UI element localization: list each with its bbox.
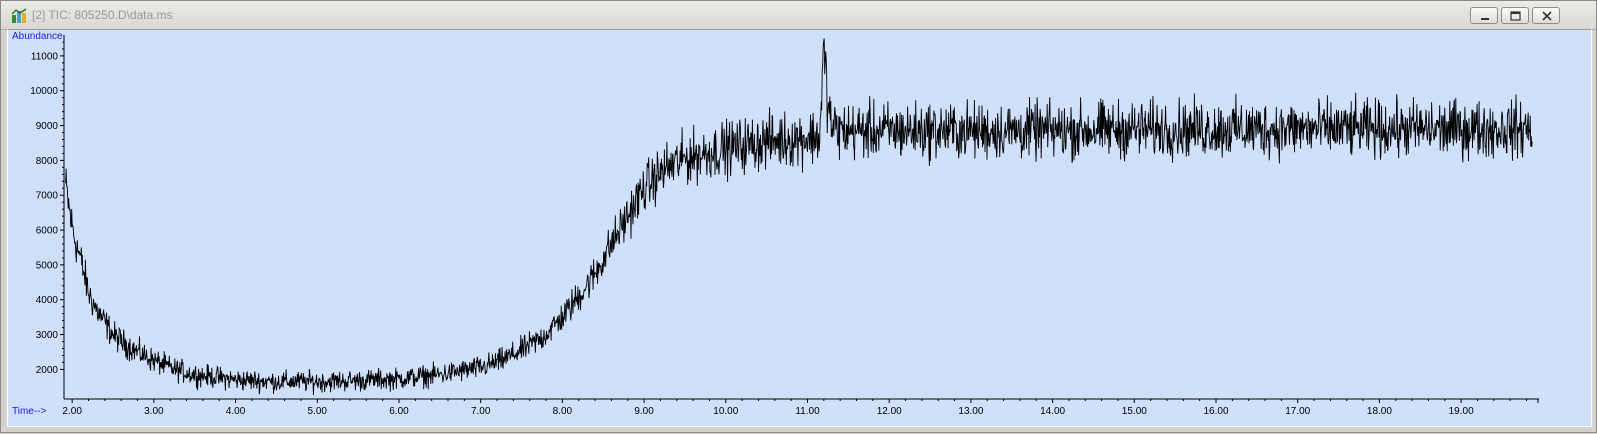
restore-icon xyxy=(1510,11,1521,21)
x-axis-label: Time--> xyxy=(12,406,47,417)
x-tick-label: 17.00 xyxy=(1285,406,1310,417)
tic-trace-series xyxy=(65,38,1533,396)
x-tick-label: 18.00 xyxy=(1367,406,1392,417)
x-tick-label: 6.00 xyxy=(389,406,409,417)
y-tick-label: 7000 xyxy=(36,191,59,202)
y-tick-label: 2000 xyxy=(36,365,59,376)
x-tick-label: 11.00 xyxy=(795,406,820,417)
x-tick-label: 7.00 xyxy=(471,406,491,417)
x-tick-label: 19.00 xyxy=(1449,406,1474,417)
x-tick-label: 16.00 xyxy=(1204,406,1229,417)
window-title: [2] TIC: 805250.D\data.ms xyxy=(32,8,173,22)
x-tick-label: 5.00 xyxy=(308,406,328,417)
y-tick-label: 10000 xyxy=(30,86,58,97)
minimize-icon xyxy=(1481,18,1489,20)
y-axis-label: Abundance xyxy=(12,31,63,42)
x-tick-label: 9.00 xyxy=(634,406,654,417)
x-tick-label: 3.00 xyxy=(144,406,164,417)
y-tick-label: 4000 xyxy=(36,295,59,306)
y-tick-label: 5000 xyxy=(36,260,59,271)
close-icon xyxy=(1542,11,1552,21)
y-tick-label: 9000 xyxy=(36,121,59,132)
y-tick-label: 8000 xyxy=(36,156,59,167)
x-tick-label: 10.00 xyxy=(713,406,738,417)
x-tick-label: 4.00 xyxy=(226,406,246,417)
chemstation-app-icon xyxy=(11,8,27,23)
close-button[interactable] xyxy=(1532,7,1560,24)
minimize-button[interactable] xyxy=(1470,7,1498,24)
y-tick-label: 3000 xyxy=(36,330,59,341)
restore-button[interactable] xyxy=(1501,7,1529,24)
x-tick-label: 15.00 xyxy=(1122,406,1147,417)
y-tick-label: 6000 xyxy=(36,226,59,237)
y-tick-label: 11000 xyxy=(31,51,59,62)
x-tick-label: 8.00 xyxy=(553,406,573,417)
x-tick-label: 13.00 xyxy=(958,406,983,417)
x-tick-label: 14.00 xyxy=(1040,406,1065,417)
x-tick-label: 2.00 xyxy=(62,406,82,417)
x-tick-label: 12.00 xyxy=(877,406,902,417)
